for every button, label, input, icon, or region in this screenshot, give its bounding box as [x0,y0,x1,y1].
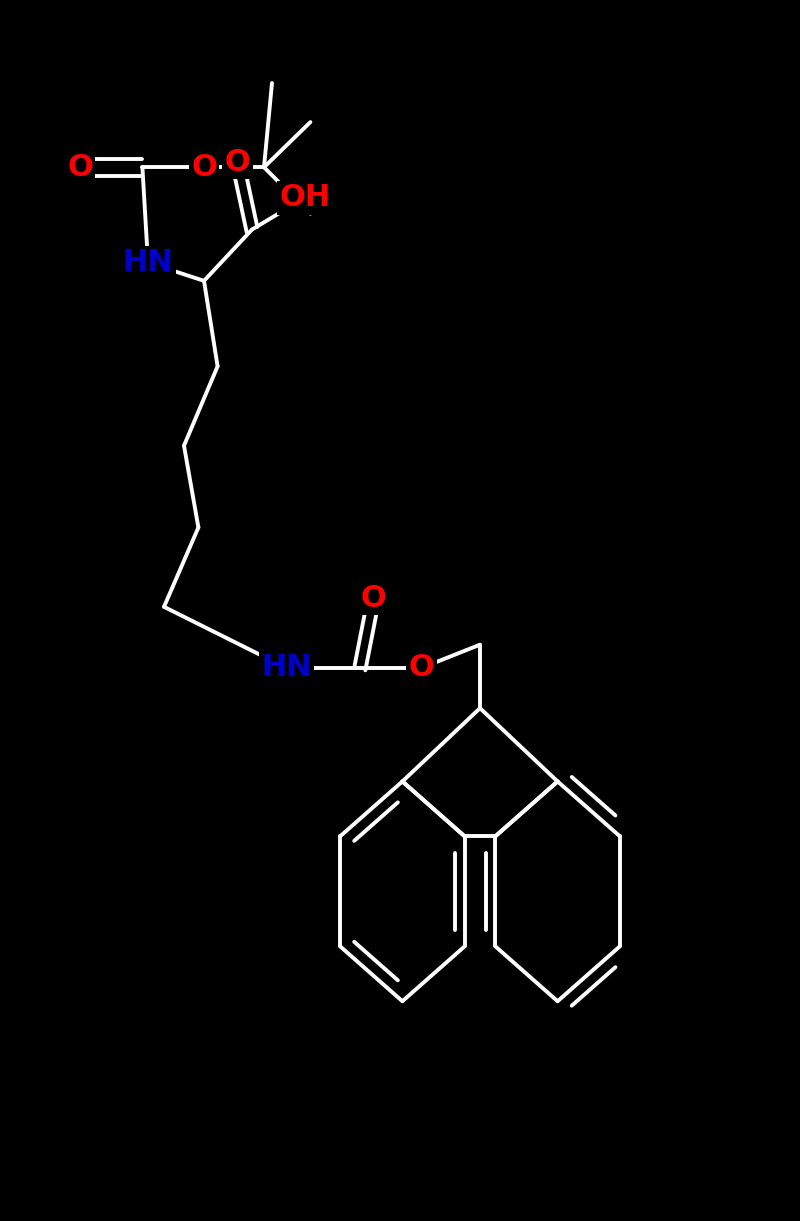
Text: OH: OH [279,183,330,212]
Text: HN: HN [261,653,312,683]
Text: HN: HN [122,248,174,277]
Text: O: O [361,584,386,613]
Text: O: O [225,148,250,177]
Text: O: O [409,653,434,683]
Text: O: O [67,153,93,182]
Text: O: O [191,153,217,182]
